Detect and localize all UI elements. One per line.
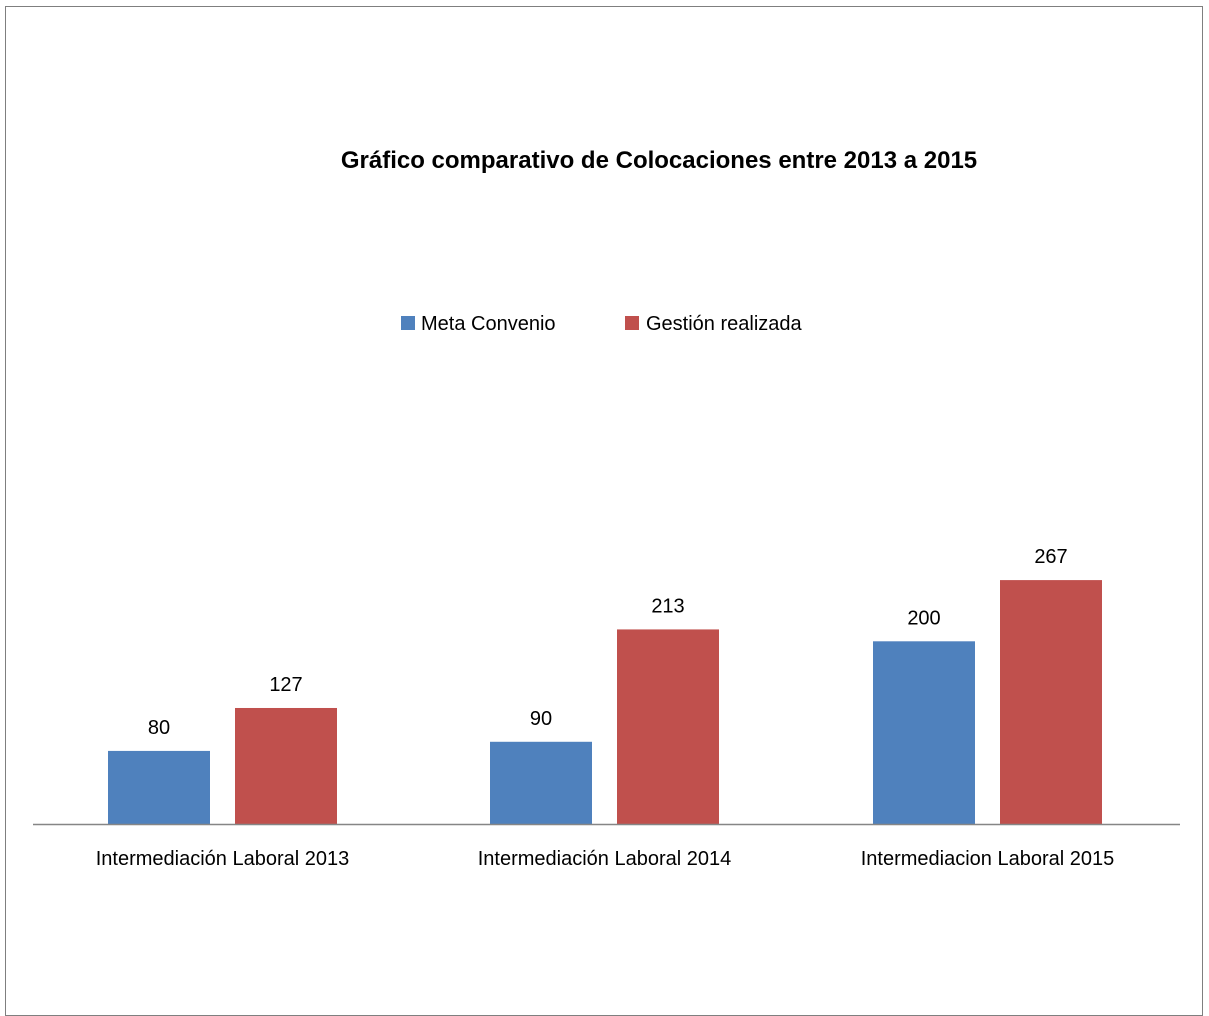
data-label-meta-convenio-1: 80: [148, 717, 170, 739]
legend-label-meta-convenio: Meta Convenio: [421, 313, 556, 335]
data-label-gestion-realizada-1: 127: [269, 674, 302, 696]
legend-label-gestion-realizada: Gestión realizada: [646, 313, 803, 335]
chart-title: Gráfico comparativo de Colocaciones entr…: [341, 147, 977, 174]
x-tick-label-1: Intermediación Laboral 2013: [96, 848, 350, 870]
bar-meta-convenio-3: [873, 641, 975, 824]
bar-gestion-realizada-2: [617, 629, 719, 824]
bar-gestion-realizada-1: [235, 707, 337, 824]
legend: Meta Convenio Gestión realizada: [401, 313, 803, 335]
bars: [108, 580, 1102, 824]
bar-gestion-realizada-3: [1000, 580, 1102, 824]
data-label-meta-convenio-2: 90: [530, 708, 552, 730]
legend-swatch-meta-convenio: [401, 316, 415, 330]
bar-meta-convenio-1: [108, 750, 210, 824]
data-label-meta-convenio-3: 200: [907, 607, 940, 629]
bar-meta-convenio-2: [490, 741, 592, 824]
data-label-gestion-realizada-2: 213: [651, 595, 684, 617]
data-label-gestion-realizada-3: 267: [1034, 546, 1067, 568]
data-labels: 80 127 90 213 200 267: [148, 546, 1068, 739]
legend-swatch-gestion-realizada: [625, 316, 639, 330]
x-tick-label-2: Intermediación Laboral 2014: [478, 848, 732, 870]
x-tick-labels: Intermediación Laboral 2013 Intermediació…: [96, 848, 1115, 870]
x-tick-label-3: Intermediacion Laboral 2015: [861, 848, 1115, 870]
